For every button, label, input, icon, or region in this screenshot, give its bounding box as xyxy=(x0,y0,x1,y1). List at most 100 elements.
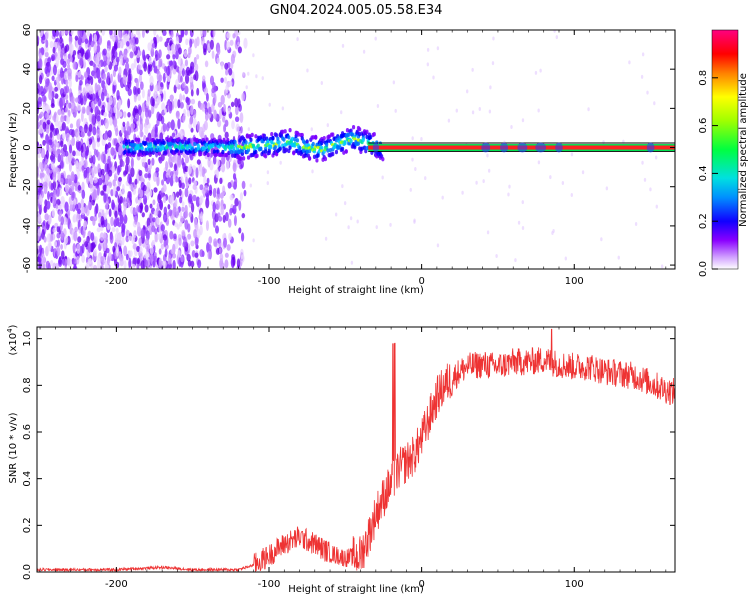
heatmap-cell xyxy=(175,191,180,198)
heatmap-cell xyxy=(143,61,148,72)
heatmap-cell xyxy=(219,177,223,185)
heatmap-cell xyxy=(54,150,59,158)
heatmap-cell xyxy=(96,185,100,196)
heatmap-cell xyxy=(111,227,116,233)
heatmap-cell xyxy=(195,137,199,143)
x-tick-label: -200 xyxy=(105,276,128,287)
heatmap-cell xyxy=(49,154,55,161)
heatmap-cell xyxy=(113,97,116,106)
heatmap-cell xyxy=(178,66,183,72)
heatmap-cell xyxy=(153,210,157,216)
heatmap-cell xyxy=(381,175,384,180)
heatmap-cell xyxy=(144,204,149,213)
heatmap-cell xyxy=(311,141,315,147)
heatmap-cell xyxy=(182,162,186,170)
heatmap-cell xyxy=(106,77,110,85)
x-tick-label: 0 xyxy=(418,579,424,590)
heatmap-cell xyxy=(133,242,137,250)
heatmap-cell xyxy=(125,62,130,71)
heatmap-cell xyxy=(60,51,64,60)
heatmap-cell xyxy=(221,149,225,155)
heatmap-cell xyxy=(46,173,51,184)
heatmap-cell xyxy=(109,30,113,36)
heatmap-cell xyxy=(56,167,60,174)
heatmap-cell xyxy=(240,232,245,242)
heatmap-cell xyxy=(222,116,226,123)
heatmap-cell xyxy=(96,115,101,122)
heatmap-cell xyxy=(130,157,134,169)
heatmap-cell xyxy=(196,36,200,47)
heatmap-cell xyxy=(252,53,255,58)
heatmap-cell xyxy=(224,62,229,70)
heatmap-cell xyxy=(162,184,167,193)
heatmap-cell xyxy=(347,132,351,137)
heatmap-cell xyxy=(455,108,458,113)
heatmap-cell xyxy=(564,256,568,261)
heatmap-cell xyxy=(344,149,348,154)
heatmap-cell xyxy=(129,183,134,191)
heatmap-cell xyxy=(135,197,139,204)
heatmap-cell xyxy=(56,198,61,206)
heatmap-cell xyxy=(182,94,186,101)
heatmap-cell xyxy=(46,142,50,153)
heatmap-cell xyxy=(360,146,364,151)
heatmap-cell xyxy=(316,153,320,158)
heatmap-cell xyxy=(228,80,233,87)
heatmap-cell xyxy=(111,165,116,174)
heatmap-cell xyxy=(162,30,167,37)
heatmap-cell xyxy=(106,71,111,78)
heatmap-cell xyxy=(147,173,151,179)
heatmap-cell xyxy=(116,186,121,192)
heatmap-cell xyxy=(137,137,141,143)
heatmap-cell xyxy=(341,43,345,48)
heatmap-cell xyxy=(234,197,239,207)
heatmap-cell xyxy=(47,242,52,252)
heatmap-cell xyxy=(147,42,152,51)
heatmap-cell xyxy=(43,236,47,243)
heatmap-cell xyxy=(326,123,330,128)
heatmap-cell xyxy=(138,237,142,246)
heatmap-cell xyxy=(320,145,324,151)
heatmap-cell xyxy=(237,98,241,108)
heatmap-cell xyxy=(130,122,136,129)
heatmap-cell xyxy=(204,60,209,68)
heatmap-cell xyxy=(164,108,167,114)
heatmap-cell xyxy=(184,204,188,214)
heatmap-cell xyxy=(212,201,216,213)
heatmap-cell xyxy=(218,108,222,120)
heatmap-cell xyxy=(296,37,299,42)
heatmap-cell xyxy=(343,141,347,146)
heatmap-cell xyxy=(64,258,68,269)
heatmap-cell xyxy=(152,172,158,182)
heatmap-cell xyxy=(553,30,556,33)
heatmap-cell xyxy=(239,156,243,161)
heatmap-cell xyxy=(92,126,97,136)
heatmap-cell xyxy=(59,87,65,96)
heatmap-cell xyxy=(103,192,107,204)
heatmap-cell xyxy=(279,160,282,165)
heatmap-cell xyxy=(190,104,194,116)
heatmap-cell xyxy=(189,66,193,75)
heatmap-cell xyxy=(144,173,149,179)
heatmap-cell xyxy=(355,129,359,134)
heatmap-cell xyxy=(50,66,54,75)
heatmap-cell xyxy=(79,79,83,86)
heatmap-cell xyxy=(123,149,127,155)
heatmap-cell xyxy=(60,178,64,185)
heatmap-cell xyxy=(84,204,88,214)
heatmap-cell xyxy=(224,39,228,51)
heatmap-cell xyxy=(208,236,213,244)
heatmap-cell xyxy=(133,85,137,96)
heatmap-cell xyxy=(189,30,194,38)
heatmap-cell xyxy=(209,39,214,50)
heatmap-cell xyxy=(81,165,85,171)
heatmap-cell xyxy=(255,74,258,79)
heatmap-cell xyxy=(140,260,145,269)
heatmap-cell xyxy=(225,84,229,94)
heatmap-cell xyxy=(97,258,101,269)
heatmap-cell xyxy=(69,123,74,129)
heatmap-cell xyxy=(172,138,176,143)
heatmap-cell xyxy=(147,158,151,165)
heatmap-cell xyxy=(187,165,192,175)
colorbar-ticks: 0.0 0.2 0.4 0.6 0.8 xyxy=(698,70,718,277)
